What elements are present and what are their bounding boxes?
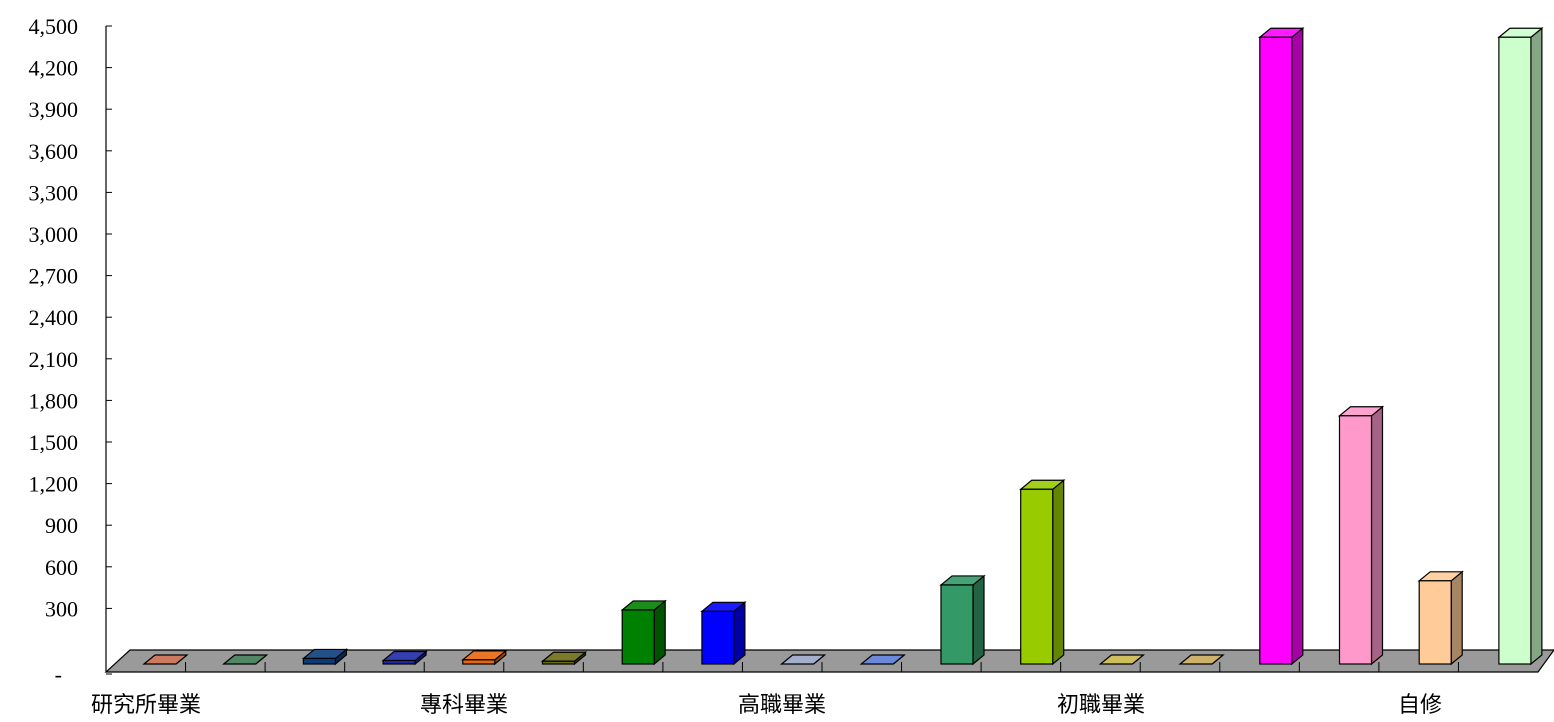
bar-front bbox=[1498, 36, 1532, 665]
bar bbox=[1497, 26, 1544, 666]
bar-front bbox=[621, 609, 655, 665]
y-tick-label: 3,900 bbox=[29, 97, 79, 122]
y-tick-label: 3,000 bbox=[29, 222, 79, 247]
bar-front bbox=[541, 660, 576, 665]
y-tick-label: 2,700 bbox=[29, 264, 79, 289]
bar bbox=[1019, 479, 1066, 666]
bar-front bbox=[1338, 415, 1373, 665]
x-tick-label: 專科畢業 bbox=[420, 693, 508, 718]
y-tick-label: 300 bbox=[45, 596, 78, 621]
y-tick-label: 2,100 bbox=[29, 347, 79, 372]
bar bbox=[222, 654, 269, 665]
y-tick-label: - bbox=[55, 662, 62, 687]
bar-side bbox=[1052, 479, 1065, 666]
bar bbox=[1258, 26, 1305, 666]
bar-top bbox=[1098, 654, 1146, 665]
bar-top bbox=[859, 654, 906, 665]
bar bbox=[939, 574, 986, 666]
y-tick-label: 2,400 bbox=[29, 305, 79, 330]
bar-side bbox=[1450, 570, 1463, 666]
bar-side bbox=[1291, 26, 1304, 666]
bar-side bbox=[972, 574, 985, 666]
y-tick-label: 1,500 bbox=[29, 430, 79, 455]
bar-front bbox=[302, 657, 336, 665]
bar-top bbox=[142, 654, 189, 665]
bar bbox=[142, 654, 189, 665]
bar bbox=[1337, 405, 1385, 666]
bar bbox=[540, 650, 588, 666]
y-tick-label: 3,300 bbox=[29, 180, 79, 205]
bar-front bbox=[1020, 488, 1054, 665]
bar bbox=[381, 650, 428, 666]
bar bbox=[301, 648, 349, 666]
bars bbox=[142, 26, 1544, 666]
y-tick-label: 1,800 bbox=[29, 388, 79, 413]
y-tick-label: 4,200 bbox=[29, 56, 79, 81]
bar bbox=[1417, 570, 1464, 666]
bar-front bbox=[462, 659, 496, 665]
bar bbox=[779, 654, 827, 665]
x-tick-label: 高職畢業 bbox=[738, 693, 826, 718]
bar-front bbox=[701, 610, 735, 665]
bar-side bbox=[1530, 26, 1543, 666]
bar-side bbox=[1370, 405, 1384, 666]
bar bbox=[1098, 654, 1146, 665]
bar-side bbox=[733, 601, 746, 666]
y-tick-label: 900 bbox=[45, 513, 78, 538]
x-tick-label: 自修 bbox=[1398, 693, 1442, 718]
bar bbox=[1178, 654, 1225, 665]
y-tick-label: 1,200 bbox=[29, 472, 79, 497]
bar bbox=[859, 654, 906, 665]
bar-front bbox=[382, 659, 416, 665]
x-tick-label: 研究所畢業 bbox=[91, 693, 201, 718]
bar-top bbox=[779, 654, 827, 665]
bar-top bbox=[1178, 654, 1225, 665]
y-axis: - 300 600 900 1,200 1,500 1,800 2,100 2,400 2,700… bbox=[29, 14, 112, 687]
y-tick-label: 3,600 bbox=[29, 139, 79, 164]
x-tick-label: 初職畢業 bbox=[1057, 693, 1145, 718]
bar-top bbox=[222, 654, 269, 665]
bar-side bbox=[653, 599, 666, 666]
bar-front bbox=[1259, 36, 1293, 665]
bar bbox=[620, 599, 667, 666]
bar bbox=[700, 601, 747, 666]
category-labels: 研究所畢業 專科畢業 高職畢業 初職畢業 自修 bbox=[91, 693, 1442, 718]
bar-front bbox=[940, 584, 974, 665]
bar bbox=[461, 649, 508, 666]
y-tick-label: 4,500 bbox=[29, 14, 79, 39]
y-tick-label: 600 bbox=[45, 555, 78, 580]
bar-front bbox=[1418, 580, 1452, 665]
